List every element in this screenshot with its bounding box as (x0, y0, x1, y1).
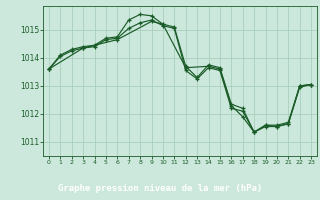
Text: Graphe pression niveau de la mer (hPa): Graphe pression niveau de la mer (hPa) (58, 184, 262, 193)
